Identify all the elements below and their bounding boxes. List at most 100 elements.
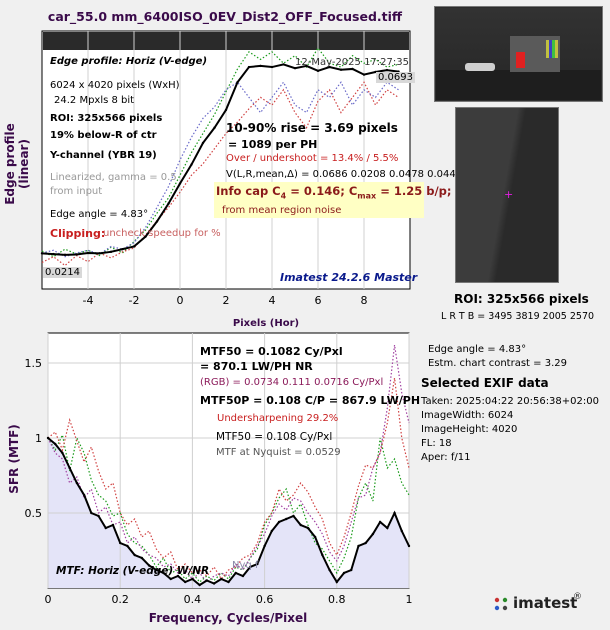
left-level-label: 0.0214: [43, 267, 82, 278]
series-y-point: [328, 568, 331, 572]
info-cap-box: [214, 182, 424, 218]
thumbnail-ground: [436, 70, 601, 100]
series-y-point: [109, 250, 113, 254]
edge-ylabel: Edge profile (linear): [3, 123, 31, 205]
series-y-point: [364, 541, 367, 545]
series-y-point: [205, 579, 209, 582]
series-y-point: [68, 466, 71, 470]
car-icon: [465, 63, 495, 71]
series-y-point: [98, 252, 101, 255]
series-y-point: [126, 544, 129, 548]
series-y-point: [178, 182, 182, 185]
roi-lrtb: L R T B = 3495 3819 2005 2570: [441, 311, 595, 322]
series-g-line: [47, 433, 410, 583]
roi-edge-image: [456, 108, 558, 282]
series-y-point: [144, 235, 147, 238]
series-y-point: [212, 582, 216, 585]
series-y-point: [147, 564, 151, 567]
nyq-label: Nyq f: [232, 560, 259, 571]
x-tick-label: -4: [83, 294, 94, 307]
series-y-line: [41, 63, 399, 256]
exif-fl: FL: 18: [421, 438, 452, 449]
series-y-point: [132, 245, 136, 248]
series-y-point: [224, 108, 228, 112]
x-tick-label: 4: [269, 294, 276, 307]
mtf-legend: MTF: Horiz (V-edge) W/NR: [56, 565, 210, 577]
series-y-point: [393, 511, 396, 515]
x-tick-label: 0.4: [184, 593, 202, 606]
series-y-point: [90, 511, 93, 515]
series-y-point: [201, 141, 205, 145]
y-tick-label: 1.5: [25, 357, 43, 370]
roi-marker-icon: [516, 52, 525, 68]
y-tick-label: 0.5: [25, 507, 43, 520]
series-y-point: [313, 535, 317, 539]
series-y-point: [236, 81, 239, 84]
series-y-point: [104, 526, 107, 530]
series-y-point: [191, 577, 194, 581]
x-tick-label: 0.8: [328, 593, 346, 606]
edge-dims: 6024 x 4020 pixels (WxH): [50, 80, 180, 91]
series-y-point: [321, 553, 324, 557]
series-y-point: [176, 574, 180, 578]
rgb-text: (RGB) = 0.0734 0.111 0.0716 Cy/Pxl: [200, 377, 384, 388]
edge-profile-title: Edge profile: Horiz (V-edge): [50, 56, 208, 67]
series-y-point: [190, 163, 193, 166]
right-level-label: 0.0693: [376, 72, 415, 83]
noise-note: from mean region noise: [222, 205, 342, 216]
clipping-label: Clipping:: [50, 227, 106, 240]
series-y-point: [54, 442, 57, 446]
file-title: car_55.0 mm_6400ISO_0EV_Dist2_OFF_Focuse…: [47, 9, 403, 24]
series-y-point: [111, 523, 115, 527]
series-y-point: [305, 64, 308, 68]
overshoot-text: Over / undershoot = 13.4% / 5.5%: [226, 153, 399, 164]
series-y-point: [241, 574, 245, 578]
series-y-point: [198, 583, 201, 587]
series-y-point: [285, 517, 288, 521]
series-y-point: [342, 571, 346, 575]
series-y-point: [386, 526, 389, 530]
imatest-logo-icon: [494, 597, 508, 611]
series-y-point: [292, 514, 295, 518]
series-y-point: [248, 565, 252, 569]
info-cap-line: Info cap C4 = 0.146; Cmax = 1.25 b/p;: [216, 184, 452, 201]
series-y-point: [339, 68, 343, 71]
exif-taken: Taken: 2025:04:22 20:56:38+02:00: [421, 396, 599, 407]
series-y-point: [316, 69, 320, 73]
chart-contrast: Estm. chart contrast = 3.29: [428, 358, 567, 369]
series-y-point: [75, 481, 79, 485]
series-y-point: [169, 577, 172, 581]
x-tick-label: 0: [177, 294, 184, 307]
imatest-version: Imatest 24.2.6 Master: [280, 271, 418, 284]
series-y-point: [378, 520, 382, 524]
imatest-logo-text: imatest: [513, 594, 578, 612]
roi-title: ROI: 325x566 pixels: [454, 292, 589, 306]
series-y-point: [183, 580, 187, 584]
exif-aper: Aper: f/11: [421, 452, 471, 463]
logo-registered: ®: [573, 592, 582, 602]
series-y-point: [263, 544, 266, 548]
series-y-point: [220, 577, 223, 581]
mtf50-lw-text: = 870.1 LW/PH NR: [200, 360, 313, 373]
edge-date: 12-May-2025 17:27:35: [295, 57, 409, 68]
roi-thumbnail: +: [455, 107, 559, 283]
series-y-point: [400, 529, 403, 533]
roi-center-marker-icon: +: [504, 188, 514, 201]
edge-mpxls: 24.2 Mpxls 8 bit: [54, 95, 135, 106]
edge-angle: Edge angle = 4.83°: [50, 209, 149, 220]
mtf50p-text: MTF50P = 0.108 C/P = 867.9 LW/PH: [200, 394, 421, 407]
series-y-point: [357, 544, 360, 548]
x-tick-label: 6: [315, 294, 322, 307]
x-tick-label: 8: [361, 294, 368, 307]
series-y-point: [335, 580, 338, 584]
series-r-line: [41, 81, 399, 267]
x-tick-label: 2: [223, 294, 230, 307]
mtf50-text: MTF50 = 0.1082 Cy/Pxl: [200, 345, 343, 358]
series-y-point: [63, 253, 67, 257]
edge-location: 19% below-R of ctr: [50, 130, 157, 141]
series-y-point: [362, 73, 366, 76]
x-tick-label: 0.2: [111, 593, 129, 606]
series-y-point: [259, 64, 262, 68]
series-y-point: [227, 580, 230, 584]
